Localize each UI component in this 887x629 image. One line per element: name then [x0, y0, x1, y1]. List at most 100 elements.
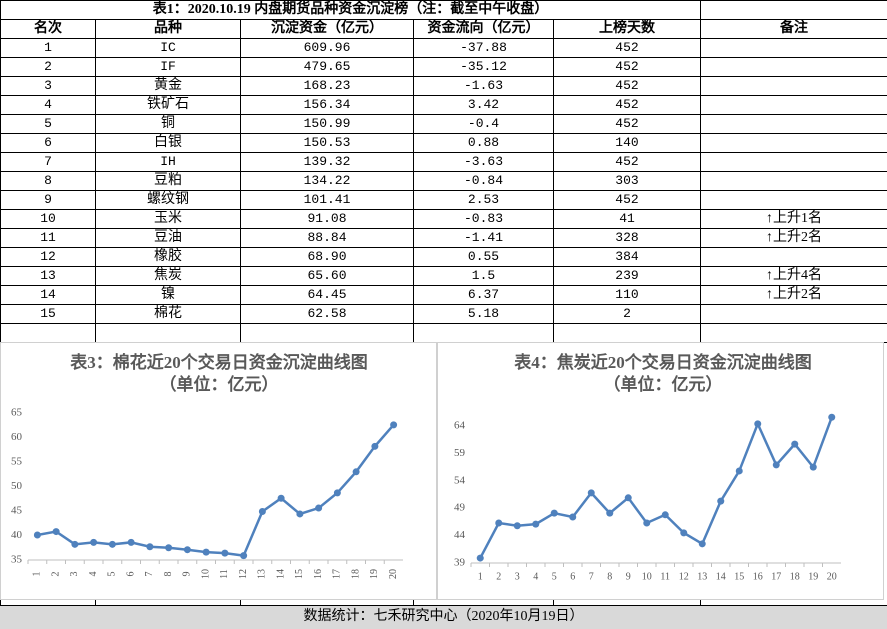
- x-tick-label: 2: [496, 571, 501, 582]
- data-point: [71, 541, 78, 548]
- data-point: [791, 441, 798, 448]
- x-tick-label: 17: [332, 569, 343, 579]
- cell: 156.34: [241, 96, 414, 115]
- cell: 6: [1, 134, 96, 153]
- y-tick-label: 44: [454, 529, 466, 541]
- cell: 9: [1, 191, 96, 210]
- x-tick-label: 6: [125, 572, 136, 577]
- cell: [701, 58, 887, 77]
- chart-cotton: 表3：棉花近20个交易日资金沉淀曲线图（单位：亿元）35404550556065…: [0, 342, 437, 600]
- data-point: [569, 513, 576, 520]
- data-line: [480, 417, 832, 558]
- x-tick-label: 13: [257, 569, 268, 579]
- cell: 479.65: [241, 58, 414, 77]
- cell: -35.12: [414, 58, 554, 77]
- table-title: 表1：2020.10.19 内盘期货品种资金沉淀榜（注：截至中午收盘）: [1, 1, 701, 20]
- cell: 140: [554, 134, 701, 153]
- cell: 452: [554, 153, 701, 172]
- cell: [701, 305, 887, 324]
- data-point: [240, 552, 247, 559]
- y-tick-label: 50: [11, 480, 23, 492]
- data-point: [353, 468, 360, 475]
- cell: 384: [554, 248, 701, 267]
- x-tick-label: 10: [642, 571, 652, 582]
- cell: 铜: [96, 115, 241, 134]
- cell: 15: [1, 305, 96, 324]
- cell: 11: [1, 229, 96, 248]
- cell: 41: [554, 210, 701, 229]
- data-point: [278, 495, 285, 502]
- x-tick-label: 17: [771, 571, 781, 582]
- cell: 5.18: [414, 305, 554, 324]
- cell: 6.37: [414, 286, 554, 305]
- x-tick-label: 7: [144, 572, 155, 577]
- cell: [701, 96, 887, 115]
- data-point: [477, 555, 484, 562]
- cell: 1.5: [414, 267, 554, 286]
- cell: 12: [1, 248, 96, 267]
- x-tick-label: 18: [790, 571, 800, 582]
- x-tick-label: 20: [388, 569, 399, 579]
- cell: -0.84: [414, 172, 554, 191]
- cell: [701, 134, 887, 153]
- cell: -0.4: [414, 115, 554, 134]
- cell: IF: [96, 58, 241, 77]
- cell: IC: [96, 39, 241, 58]
- x-tick-label: 4: [533, 571, 538, 582]
- data-point: [109, 541, 116, 548]
- cell: 452: [554, 58, 701, 77]
- data-point: [625, 494, 632, 501]
- x-tick-label: 12: [679, 571, 689, 582]
- cell: 150.53: [241, 134, 414, 153]
- cell: [701, 153, 887, 172]
- cell: ↑上升2名: [701, 229, 887, 248]
- x-tick-label: 9: [182, 572, 193, 577]
- x-tick-label: 8: [607, 571, 612, 582]
- cell: [701, 248, 887, 267]
- data-point: [773, 461, 780, 468]
- y-tick-label: 49: [454, 502, 466, 514]
- cell: [241, 324, 414, 343]
- data-point: [334, 489, 341, 496]
- chart-subtitle: （单位：亿元）: [604, 374, 723, 394]
- cell: 1: [1, 39, 96, 58]
- cell: IH: [96, 153, 241, 172]
- cell: 168.23: [241, 77, 414, 96]
- data-point: [736, 467, 743, 474]
- chart-title: 表4：焦炭近20个交易日资金沉淀曲线图: [514, 352, 812, 372]
- cell: 239: [554, 267, 701, 286]
- cell: [554, 324, 701, 343]
- cell: ↑上升2名: [701, 286, 887, 305]
- cell: 88.84: [241, 229, 414, 248]
- cell: 452: [554, 77, 701, 96]
- cell: ↑上升4名: [701, 267, 887, 286]
- cell: 豆油: [96, 229, 241, 248]
- cell: [701, 191, 887, 210]
- data-point: [810, 464, 817, 471]
- data-point: [551, 510, 558, 517]
- cell: 0.88: [414, 134, 554, 153]
- x-tick-label: 9: [626, 571, 631, 582]
- x-tick-label: 5: [107, 572, 118, 577]
- cell: 5: [1, 115, 96, 134]
- cell: 0.55: [414, 248, 554, 267]
- data-point: [754, 420, 761, 427]
- data-point: [717, 498, 724, 505]
- y-tick-label: 39: [454, 557, 466, 569]
- cell: [701, 39, 887, 58]
- cell: -37.88: [414, 39, 554, 58]
- cell: 白银: [96, 134, 241, 153]
- cell: 150.99: [241, 115, 414, 134]
- x-tick-label: 2: [50, 572, 61, 577]
- data-point: [296, 510, 303, 517]
- cell: 3.42: [414, 96, 554, 115]
- cell: 452: [554, 39, 701, 58]
